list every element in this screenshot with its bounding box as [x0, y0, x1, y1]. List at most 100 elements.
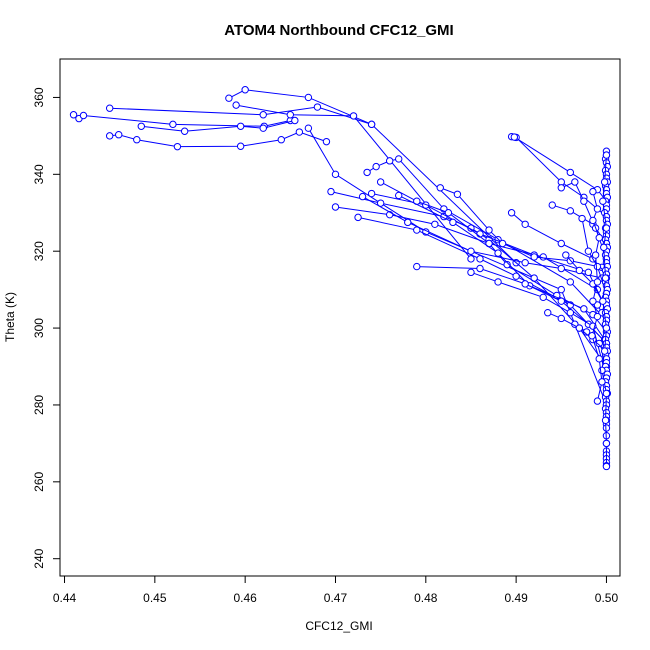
data-point — [349, 112, 358, 120]
data-point — [331, 203, 340, 211]
data-point — [591, 251, 600, 259]
series-line-9 — [357, 216, 607, 344]
data-point — [566, 278, 575, 286]
chart-title: ATOM4 Northbound CFC12_GMI — [224, 22, 453, 39]
data-point — [331, 170, 340, 179]
data-point — [225, 94, 233, 102]
data-point — [376, 178, 385, 186]
data-point — [304, 93, 313, 102]
data-point — [578, 214, 586, 223]
data-point — [602, 462, 611, 471]
data-point — [580, 197, 588, 205]
x-tick-label: 0.48 — [414, 591, 438, 605]
data-point — [327, 187, 335, 196]
data-point — [395, 155, 403, 163]
data-point — [566, 309, 575, 317]
data-point — [548, 201, 556, 209]
data-point — [236, 122, 245, 130]
series-line-4 — [228, 89, 517, 264]
series-line-3 — [141, 120, 295, 132]
data-point — [436, 184, 444, 192]
data-point — [354, 213, 362, 222]
data-point — [69, 111, 78, 119]
data-point — [467, 268, 475, 277]
data-point — [322, 137, 331, 146]
data-point — [521, 259, 529, 267]
data-point — [584, 247, 593, 255]
data-point — [444, 209, 453, 217]
data-point — [580, 305, 588, 313]
series-line-2 — [109, 131, 327, 148]
data-point — [367, 189, 376, 198]
data-point — [115, 131, 123, 139]
data-point — [304, 124, 313, 132]
y-tick-label: 320 — [32, 241, 46, 261]
data-point — [105, 132, 114, 140]
data-point — [593, 397, 602, 405]
data-point — [539, 293, 547, 302]
series-layer — [69, 86, 612, 471]
data-point — [598, 378, 606, 386]
data-point — [599, 197, 607, 205]
data-point — [169, 120, 177, 129]
data-point — [598, 366, 606, 375]
data-point — [557, 297, 565, 305]
data-point — [595, 339, 603, 348]
data-point — [232, 101, 240, 109]
data-point — [584, 268, 593, 277]
series-line-10 — [362, 196, 603, 279]
series-line-23 — [565, 254, 607, 310]
data-point — [593, 312, 602, 321]
data-point — [602, 389, 611, 398]
data-point — [476, 255, 484, 263]
data-point — [286, 111, 295, 119]
data-point — [593, 278, 602, 286]
data-point — [599, 297, 607, 305]
data-point — [259, 111, 267, 119]
data-point — [602, 324, 611, 332]
data-point — [544, 309, 552, 317]
data-point — [571, 178, 579, 186]
series-line-0 — [73, 114, 291, 127]
data-point — [453, 190, 462, 199]
x-tick-label: 0.44 — [53, 591, 77, 605]
data-point — [557, 264, 565, 273]
data-point — [602, 224, 611, 232]
data-point — [530, 253, 538, 261]
series-line-8 — [335, 206, 598, 291]
data-point — [313, 103, 322, 111]
data-point — [367, 120, 376, 129]
data-point — [600, 243, 608, 252]
x-tick-label: 0.47 — [324, 591, 348, 605]
data-point — [595, 234, 603, 242]
data-point — [467, 247, 475, 255]
data-point — [557, 184, 565, 192]
y-tick-label: 360 — [32, 87, 46, 107]
data-point — [173, 142, 182, 151]
data-point — [259, 124, 267, 132]
data-point — [358, 192, 367, 201]
series-line-14 — [398, 195, 606, 340]
data-point — [498, 239, 507, 248]
series-line-29 — [601, 155, 607, 467]
data-point — [510, 133, 519, 141]
data-point — [601, 416, 610, 425]
data-point — [600, 347, 609, 355]
data-point — [589, 297, 597, 305]
x-tick-label: 0.49 — [504, 591, 528, 605]
data-point — [449, 218, 457, 227]
series-line-15 — [440, 187, 603, 268]
data-point — [593, 205, 602, 213]
data-point — [241, 86, 249, 94]
data-point — [562, 251, 570, 259]
series-line-20 — [514, 136, 607, 202]
data-point — [494, 249, 502, 257]
data-point — [431, 220, 439, 228]
data-point — [600, 178, 609, 186]
data-point — [363, 168, 371, 177]
series-line-25 — [581, 218, 607, 294]
data-point — [467, 255, 475, 263]
data-point — [601, 274, 610, 282]
data-point — [277, 136, 285, 144]
